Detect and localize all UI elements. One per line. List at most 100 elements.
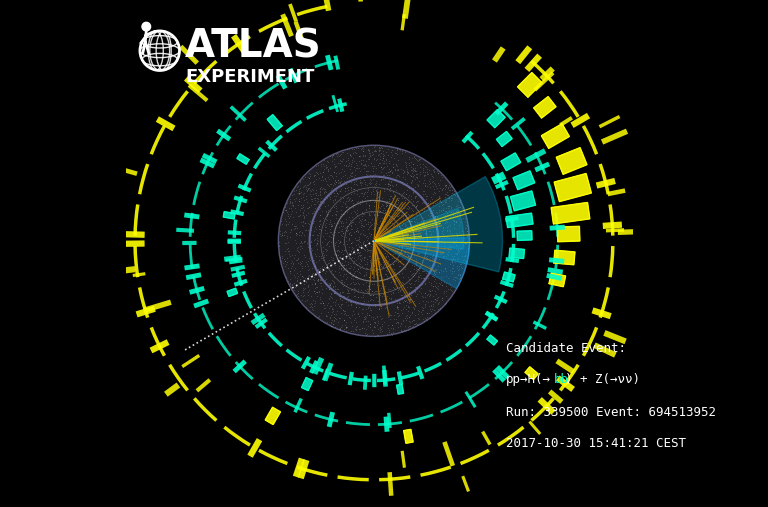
Point bbox=[355, 242, 367, 250]
Text: pp→H(→: pp→H(→ bbox=[506, 373, 551, 386]
Point bbox=[333, 247, 345, 256]
Point bbox=[333, 314, 346, 322]
Point bbox=[392, 242, 405, 250]
Point bbox=[435, 232, 447, 240]
Point bbox=[317, 214, 329, 223]
Point bbox=[369, 219, 381, 227]
Point bbox=[418, 204, 430, 212]
Point bbox=[379, 236, 391, 244]
Point bbox=[388, 275, 400, 283]
Point bbox=[415, 308, 427, 316]
Point bbox=[362, 184, 374, 192]
Point bbox=[448, 216, 460, 225]
Point bbox=[334, 237, 346, 245]
Point bbox=[439, 182, 452, 190]
Point bbox=[389, 284, 402, 293]
Point bbox=[329, 175, 341, 184]
Point bbox=[448, 216, 460, 225]
Point bbox=[355, 285, 367, 294]
Point bbox=[354, 238, 366, 246]
Point bbox=[360, 181, 372, 189]
Point bbox=[373, 223, 386, 231]
Point bbox=[366, 287, 379, 295]
Point bbox=[301, 296, 313, 304]
Point bbox=[422, 256, 435, 264]
Point bbox=[382, 321, 395, 330]
Point bbox=[307, 306, 319, 314]
Point bbox=[439, 242, 451, 250]
Point bbox=[433, 236, 445, 244]
Point bbox=[302, 204, 314, 212]
Point bbox=[347, 278, 359, 286]
Point bbox=[290, 256, 303, 264]
Point bbox=[319, 280, 332, 288]
Point bbox=[360, 169, 372, 177]
Point bbox=[432, 268, 445, 276]
Point bbox=[356, 309, 369, 317]
Point bbox=[414, 235, 426, 243]
Point bbox=[368, 198, 380, 206]
Point bbox=[348, 145, 360, 153]
Point bbox=[329, 163, 341, 171]
Point bbox=[364, 248, 376, 256]
Point bbox=[406, 269, 419, 277]
Point bbox=[391, 302, 403, 310]
Point bbox=[459, 219, 472, 227]
Point bbox=[318, 189, 330, 197]
Point bbox=[356, 151, 369, 159]
Point bbox=[376, 175, 389, 184]
Point bbox=[342, 287, 354, 296]
Point bbox=[392, 198, 404, 206]
Text: EXPERIMENT: EXPERIMENT bbox=[185, 68, 314, 86]
Point bbox=[315, 197, 327, 205]
Point bbox=[425, 252, 438, 260]
Point bbox=[305, 302, 317, 310]
Point bbox=[425, 170, 438, 178]
Point bbox=[401, 298, 413, 306]
Point bbox=[415, 267, 428, 275]
Point bbox=[431, 294, 443, 302]
Point bbox=[427, 206, 439, 214]
Point bbox=[422, 302, 435, 310]
Point bbox=[312, 276, 324, 284]
Point bbox=[360, 205, 372, 213]
Point bbox=[390, 222, 402, 230]
Point bbox=[298, 291, 310, 299]
Point bbox=[321, 229, 333, 237]
Point bbox=[355, 156, 367, 164]
Point bbox=[392, 196, 404, 204]
Point bbox=[334, 197, 346, 205]
Point bbox=[403, 243, 415, 251]
Point bbox=[369, 198, 382, 206]
Point bbox=[397, 220, 409, 228]
Point bbox=[343, 151, 356, 159]
Point bbox=[343, 173, 355, 181]
Point bbox=[459, 251, 472, 259]
Point bbox=[387, 323, 399, 332]
Point bbox=[433, 206, 445, 214]
Point bbox=[352, 240, 364, 248]
Point bbox=[345, 298, 357, 306]
Point bbox=[356, 208, 369, 216]
Point bbox=[360, 332, 372, 340]
Point bbox=[383, 250, 396, 258]
Point bbox=[366, 240, 379, 248]
Point bbox=[339, 265, 351, 273]
Point bbox=[381, 197, 393, 205]
Point bbox=[279, 214, 291, 223]
Point bbox=[282, 264, 294, 272]
Point bbox=[317, 256, 329, 264]
Point bbox=[424, 249, 436, 257]
Point bbox=[321, 157, 333, 165]
Point bbox=[313, 313, 325, 321]
Point bbox=[363, 302, 376, 310]
Point bbox=[340, 215, 353, 223]
Polygon shape bbox=[525, 367, 538, 380]
Point bbox=[293, 206, 306, 214]
Point bbox=[309, 262, 321, 270]
Point bbox=[427, 255, 439, 263]
Point bbox=[412, 182, 424, 190]
Point bbox=[442, 245, 454, 253]
Point bbox=[430, 213, 442, 222]
Point bbox=[406, 283, 418, 292]
